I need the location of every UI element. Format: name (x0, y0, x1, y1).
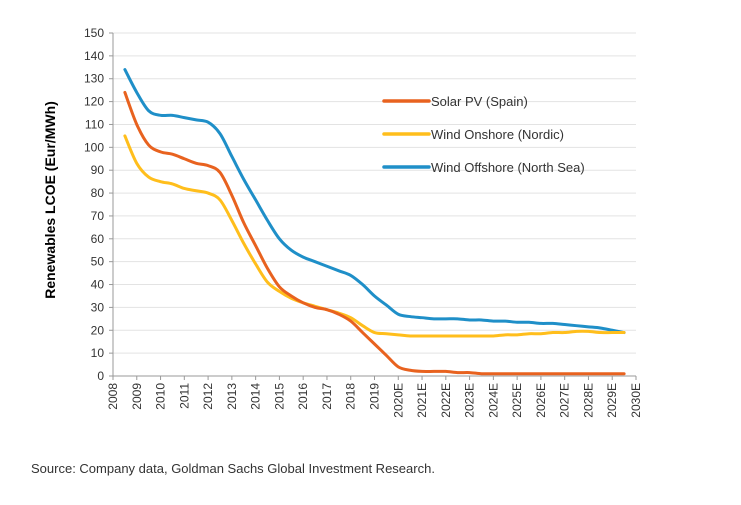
x-tick-labels: 2008 2009 2010 2011 2012 2013 2014 2015 2016 2017… (106, 383, 643, 418)
lcoe-line-chart: 0 10 20 30 40 50 60 70 80 90 100 110 120 130 140 150 20… (42, 26, 643, 418)
y-tick-label: 100 (84, 140, 104, 154)
gridlines (113, 32, 636, 354)
series-line-wind-offshore-north-sea (123, 68, 626, 335)
y-tick-label: 70 (91, 209, 105, 223)
y-tick-label: 150 (84, 26, 104, 40)
x-tick-label: 2010 (154, 383, 168, 410)
y-tick-label: 30 (91, 300, 105, 314)
x-tick-label: 2019 (368, 383, 382, 410)
series-lines (123, 68, 626, 376)
x-tick-label: 2013 (225, 383, 239, 410)
y-tick-label: 140 (84, 49, 104, 63)
y-tick-label: 130 (84, 72, 104, 86)
x-tick-label: 2011 (177, 383, 191, 409)
y-tick-label: 110 (85, 117, 104, 131)
legend-label-solar-pv-spain: Solar PV (Spain) (431, 94, 528, 109)
y-tick-label: 40 (91, 278, 105, 292)
x-tick-label: 2021E (415, 383, 429, 418)
y-tick-label: 0 (97, 369, 104, 383)
x-tick-label: 2029E (605, 383, 619, 418)
x-tick-label: 2022E (439, 383, 453, 418)
x-tick-label: 2014 (249, 383, 263, 410)
x-tick-label: 2009 (130, 383, 144, 410)
y-tick-label: 80 (91, 186, 105, 200)
x-tick-label: 2015 (272, 383, 286, 410)
x-tick-label: 2012 (201, 383, 215, 410)
series-line-solar-pv-spain (123, 90, 626, 376)
y-axis-label: Renewables LCOE (Eur/MWh) (42, 101, 58, 299)
x-tick-label: 2024E (486, 383, 500, 418)
y-tick-label: 120 (84, 95, 104, 109)
x-tick-label: 2028E (581, 383, 595, 418)
x-tick-label: 2018 (344, 383, 358, 410)
legend: Solar PV (Spain) Wind Onshore (Nordic) Win… (382, 94, 585, 175)
y-tick-label: 90 (91, 163, 105, 177)
y-tick-label: 10 (91, 346, 105, 360)
series-line-wind-onshore-nordic (123, 134, 626, 338)
legend-label-wind-offshore-north-sea: Wind Offshore (North Sea) (431, 160, 585, 175)
x-tick-label: 2016 (296, 383, 310, 410)
source-note: Source: Company data, Goldman Sachs Glob… (31, 461, 435, 476)
axes (109, 32, 637, 380)
x-tick-label: 2023E (463, 383, 477, 418)
x-tick-label: 2026E (534, 383, 548, 418)
legend-label-wind-onshore-nordic: Wind Onshore (Nordic) (431, 127, 564, 142)
y-tick-label: 50 (91, 255, 105, 269)
y-tick-label: 60 (91, 232, 105, 246)
y-tick-labels: 0 10 20 30 40 50 60 70 80 90 100 110 120 130 140 150 (84, 26, 104, 383)
x-tick-label: 2017 (320, 383, 334, 410)
x-tick-label: 2027E (558, 383, 572, 418)
y-tick-label: 20 (91, 323, 105, 337)
x-tick-label: 2008 (106, 383, 120, 410)
x-tick-label: 2030E (629, 383, 643, 418)
x-tick-label: 2025E (510, 383, 524, 418)
x-tick-label: 2020E (391, 383, 405, 418)
